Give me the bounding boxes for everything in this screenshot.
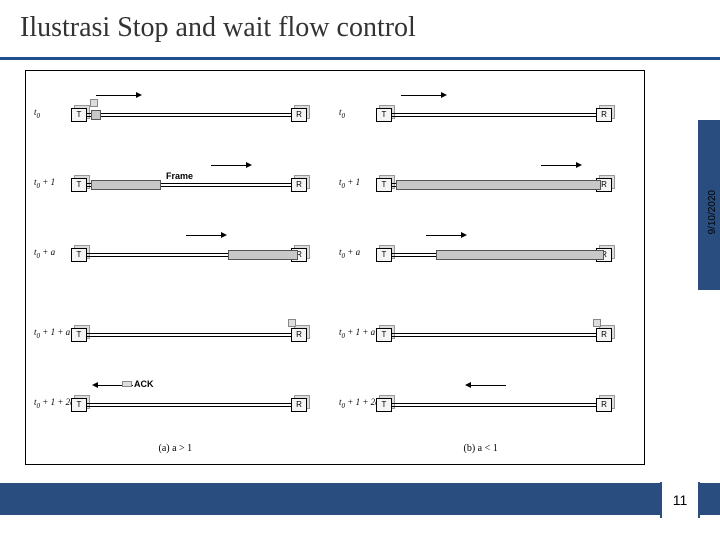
channel-line	[87, 333, 291, 337]
arrow-head-icon	[441, 92, 447, 98]
page-number-box: 11	[660, 482, 700, 518]
small-packet-icon	[593, 319, 601, 327]
ack-box-icon	[122, 381, 132, 387]
channel-line	[392, 403, 596, 407]
direction-arrow	[96, 95, 136, 96]
column-caption: (a) a > 1	[159, 443, 193, 454]
small-packet-icon	[90, 99, 98, 107]
date-label: 9/10/2020	[707, 190, 718, 235]
arrow-head-icon	[461, 232, 467, 238]
transmitter-box: T	[376, 178, 392, 192]
receiver-box: R	[291, 108, 307, 122]
arrow-head-icon	[465, 382, 471, 388]
frame-label: Frame	[166, 171, 193, 181]
frame-bar	[436, 250, 604, 260]
arrow-head-icon	[136, 92, 142, 98]
channel-line	[87, 403, 291, 407]
arrow-head-icon	[576, 162, 582, 168]
time-label: t0	[339, 107, 345, 120]
time-label: t0	[34, 107, 40, 120]
receiver-box: R	[596, 108, 612, 122]
channel-line	[87, 113, 291, 117]
ack-label: ACK	[134, 379, 154, 389]
time-label: t0 + 1 + 2a	[34, 397, 75, 410]
channel-line	[392, 333, 596, 337]
arrow-head-icon	[92, 382, 98, 388]
transmitter-box: T	[71, 178, 87, 192]
direction-arrow	[426, 235, 461, 236]
diagram-figure: t0 T Rt0 T Rt0 + 1 T R Frame t0 + 1 T Rt0 + a T Rt0 …	[25, 70, 645, 465]
transmitter-box: T	[71, 108, 87, 122]
transmitter-box: T	[71, 398, 87, 412]
small-packet-icon	[288, 319, 296, 327]
receiver-box: R	[596, 398, 612, 412]
title-bar: Ilustrasi Stop and wait flow control	[0, 0, 720, 60]
transmitter-box: T	[376, 398, 392, 412]
receiver-box: R	[291, 178, 307, 192]
direction-arrow	[541, 165, 576, 166]
time-label: t0 + a	[339, 247, 360, 260]
time-label: t0 + a	[34, 247, 55, 260]
arrow-head-icon	[246, 162, 252, 168]
frame-bar	[91, 180, 161, 190]
frame-bar	[91, 110, 101, 120]
time-label: t0 + 1 + a	[34, 327, 70, 340]
transmitter-box: T	[376, 248, 392, 262]
receiver-box: R	[291, 398, 307, 412]
transmitter-box: T	[376, 108, 392, 122]
channel-line	[392, 113, 596, 117]
page-number: 11	[673, 492, 688, 508]
direction-arrow	[401, 95, 441, 96]
direction-arrow	[211, 165, 246, 166]
time-label: t0 + 1 + 2a	[339, 397, 380, 410]
page-title: Ilustrasi Stop and wait flow control	[20, 12, 700, 44]
arrow-head-icon	[221, 232, 227, 238]
direction-arrow	[186, 235, 221, 236]
receiver-box: R	[291, 328, 307, 342]
transmitter-box: T	[71, 328, 87, 342]
frame-bar	[228, 250, 298, 260]
time-label: t0 + 1	[34, 177, 55, 190]
column-caption: (b) a < 1	[464, 443, 498, 454]
receiver-box: R	[596, 328, 612, 342]
frame-bar	[396, 180, 601, 190]
time-label: t0 + 1	[339, 177, 360, 190]
footer-bar	[0, 483, 720, 515]
direction-arrow	[471, 385, 506, 386]
transmitter-box: T	[71, 248, 87, 262]
time-label: t0 + 1 + a	[339, 327, 375, 340]
transmitter-box: T	[376, 328, 392, 342]
